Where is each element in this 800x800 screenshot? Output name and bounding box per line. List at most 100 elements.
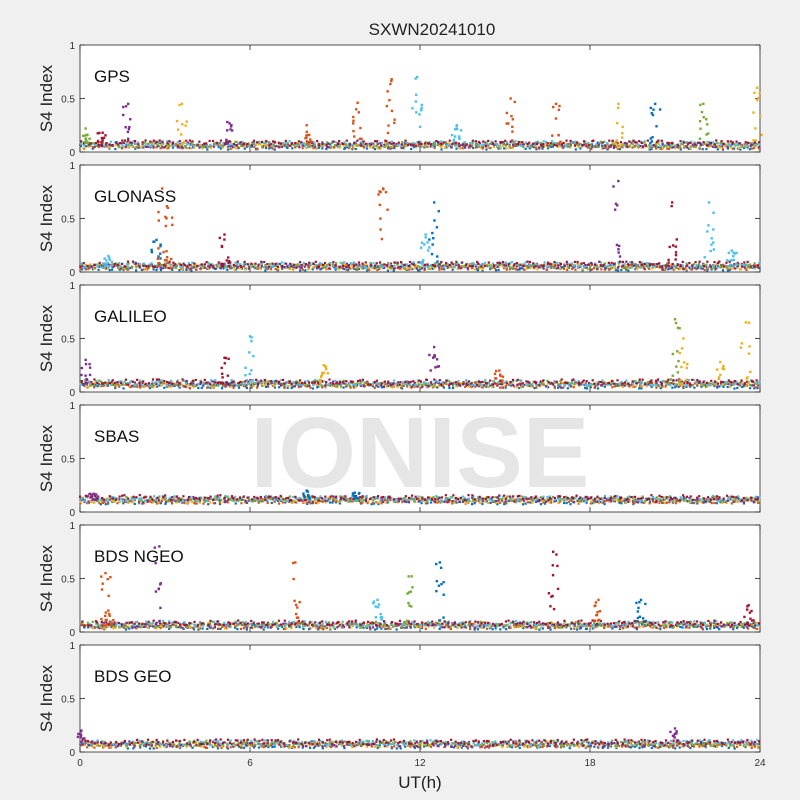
data-point bbox=[655, 381, 658, 384]
data-point bbox=[484, 144, 488, 147]
data-point bbox=[593, 266, 596, 270]
data-point bbox=[617, 244, 621, 248]
data-point bbox=[223, 265, 226, 268]
data-point bbox=[708, 141, 711, 144]
data-point bbox=[539, 380, 542, 383]
data-point bbox=[624, 145, 628, 148]
data-point bbox=[752, 263, 756, 267]
data-point bbox=[255, 141, 259, 144]
data-point bbox=[715, 145, 718, 149]
data-point bbox=[393, 118, 396, 121]
data-point bbox=[485, 265, 488, 268]
data-point bbox=[556, 386, 560, 389]
data-point bbox=[227, 357, 230, 361]
data-point bbox=[408, 384, 412, 387]
data-point bbox=[344, 146, 347, 149]
data-point bbox=[385, 104, 389, 108]
data-point bbox=[209, 143, 212, 147]
data-point bbox=[614, 268, 617, 272]
data-point bbox=[667, 143, 670, 146]
data-point bbox=[299, 142, 302, 145]
data-point bbox=[511, 118, 515, 121]
data-point bbox=[621, 131, 624, 135]
data-point bbox=[172, 144, 175, 147]
data-point bbox=[349, 386, 352, 389]
data-point bbox=[353, 267, 356, 271]
data-point bbox=[679, 378, 682, 382]
data-point bbox=[737, 146, 740, 150]
data-point bbox=[703, 142, 706, 145]
data-point bbox=[566, 145, 569, 148]
data-point bbox=[268, 145, 271, 148]
data-point bbox=[747, 141, 750, 144]
data-point bbox=[695, 268, 698, 271]
data-point bbox=[227, 256, 230, 259]
data-point bbox=[365, 147, 369, 150]
data-point bbox=[158, 139, 161, 142]
data-point bbox=[698, 380, 701, 383]
data-point bbox=[286, 146, 289, 150]
data-point bbox=[203, 142, 206, 145]
data-point bbox=[670, 204, 673, 208]
data-point bbox=[715, 141, 718, 144]
data-point bbox=[569, 382, 572, 385]
data-point bbox=[142, 144, 145, 147]
data-point bbox=[725, 265, 728, 268]
data-point bbox=[649, 380, 652, 383]
data-point bbox=[318, 143, 321, 146]
data-point bbox=[505, 142, 509, 146]
data-point bbox=[273, 145, 277, 148]
data-point bbox=[273, 380, 276, 383]
data-point bbox=[440, 145, 443, 149]
data-point bbox=[520, 379, 523, 382]
data-point bbox=[595, 263, 599, 266]
data-point bbox=[161, 140, 164, 143]
data-point bbox=[716, 386, 719, 389]
data-point bbox=[155, 378, 159, 381]
data-point bbox=[520, 383, 524, 386]
y-tick-label: 0.5 bbox=[61, 215, 75, 226]
data-point bbox=[268, 147, 271, 150]
data-point bbox=[712, 141, 715, 144]
data-point bbox=[620, 136, 624, 139]
data-point bbox=[271, 381, 274, 384]
data-point bbox=[679, 267, 682, 271]
data-point bbox=[704, 118, 708, 121]
data-point bbox=[377, 193, 380, 196]
data-point bbox=[392, 142, 395, 145]
data-point bbox=[247, 143, 250, 146]
data-point bbox=[313, 144, 317, 147]
data-point bbox=[518, 379, 522, 382]
data-point bbox=[425, 378, 429, 382]
data-point bbox=[321, 141, 324, 144]
data-point bbox=[542, 145, 545, 148]
data-point bbox=[182, 146, 185, 149]
data-point bbox=[232, 264, 236, 267]
data-point bbox=[110, 264, 114, 267]
data-point bbox=[384, 265, 388, 268]
data-point bbox=[670, 141, 674, 145]
data-point bbox=[198, 381, 201, 385]
data-point bbox=[674, 265, 677, 268]
y-axis-label: S4 Index bbox=[37, 424, 56, 492]
data-point bbox=[91, 382, 94, 386]
data-point bbox=[172, 264, 175, 267]
data-point bbox=[501, 379, 504, 382]
data-point bbox=[100, 383, 103, 387]
data-point bbox=[646, 381, 650, 384]
data-point bbox=[717, 376, 721, 379]
data-point bbox=[477, 380, 481, 383]
data-point bbox=[104, 503, 107, 506]
data-point bbox=[518, 386, 521, 390]
data-point bbox=[760, 133, 763, 137]
data-point bbox=[733, 142, 736, 146]
data-point bbox=[304, 380, 307, 383]
data-point bbox=[558, 262, 561, 266]
data-point bbox=[527, 266, 530, 269]
data-point bbox=[508, 144, 511, 147]
data-point bbox=[142, 268, 145, 271]
data-point bbox=[735, 140, 738, 143]
data-point bbox=[324, 384, 327, 387]
data-point bbox=[339, 261, 342, 264]
data-point bbox=[571, 382, 574, 385]
